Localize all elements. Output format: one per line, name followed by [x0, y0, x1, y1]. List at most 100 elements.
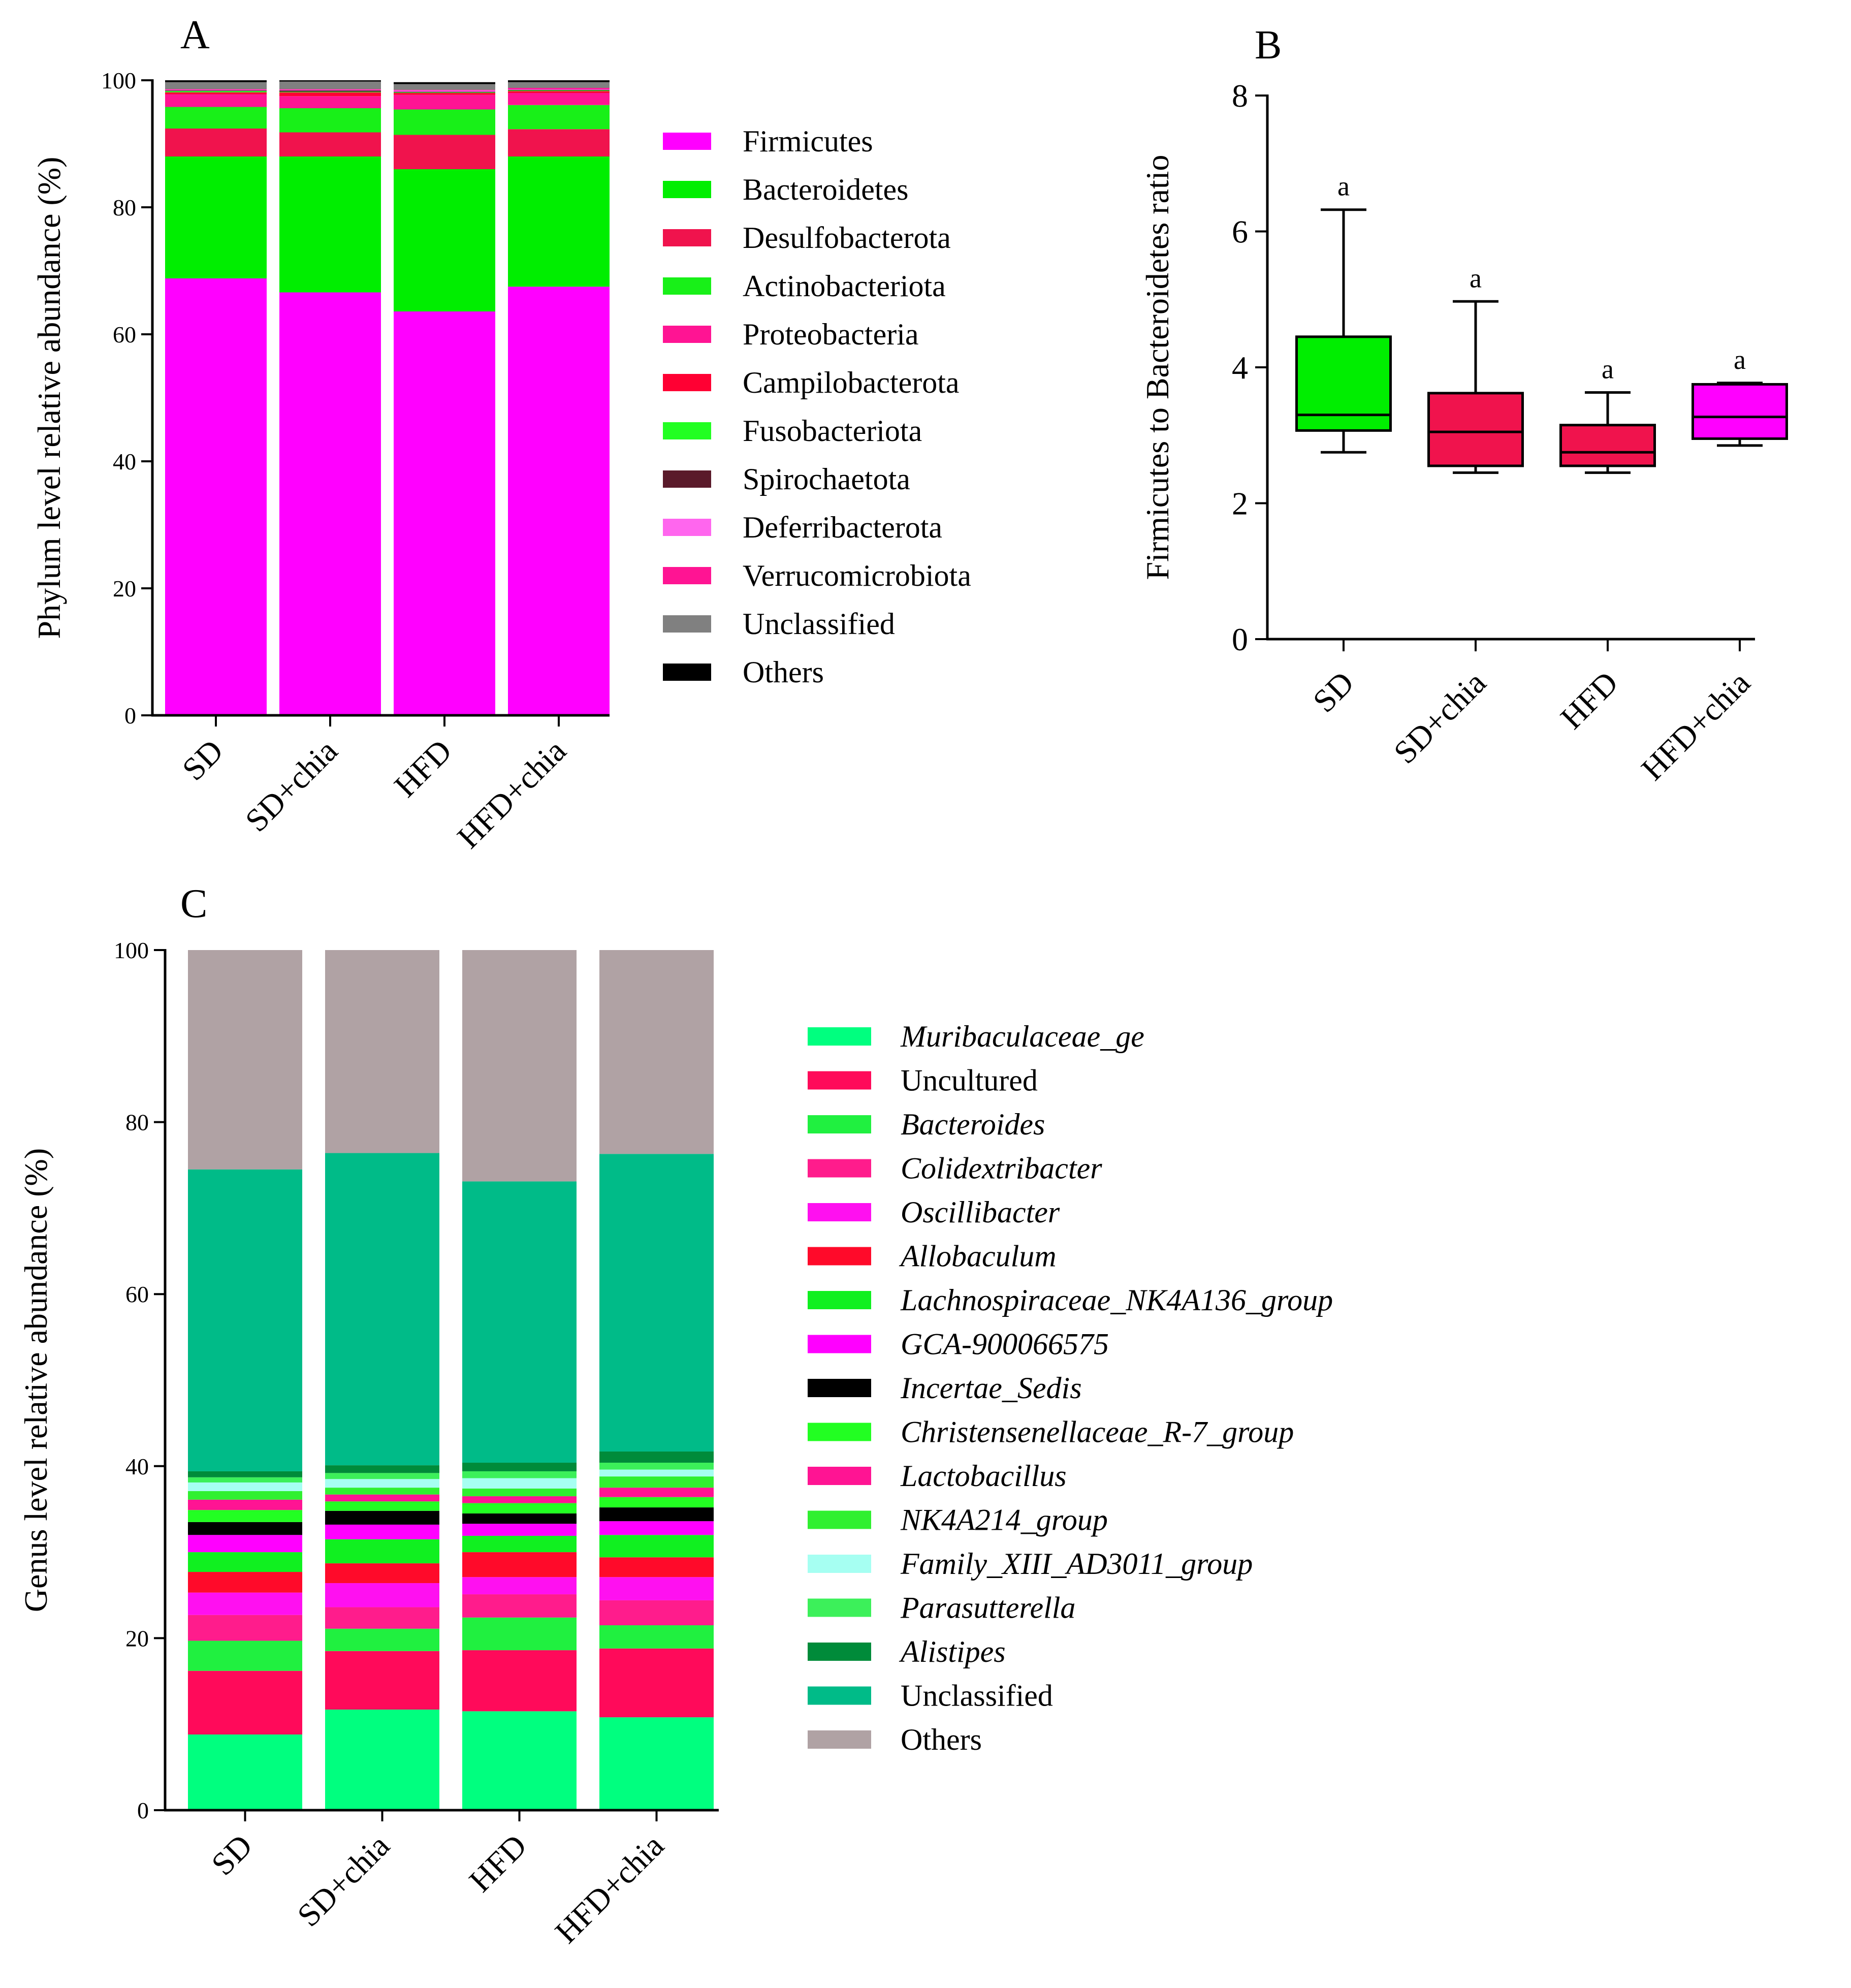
- legend-swatch-others: [663, 664, 711, 681]
- bar-segment-hfd-chia-others: [599, 950, 714, 1154]
- bar-segment-sd-chia-unclassified: [325, 1153, 439, 1466]
- significance-label-sd: a: [1337, 171, 1350, 202]
- bar-segment-sd-chia-firmicutes: [279, 292, 381, 715]
- bar-segment-sd-chia-proteobacteria: [279, 96, 381, 108]
- legend-label-unclassified: Unclassified: [901, 1679, 1053, 1713]
- legend-label-lactobacillus: Lactobacillus: [900, 1459, 1067, 1493]
- legend-swatch-actinobacteriota: [663, 277, 711, 295]
- bar-segment-hfd-chia-gca-900066575: [599, 1521, 714, 1535]
- y-tick-label: 40: [113, 449, 136, 475]
- bar-segment-sd-chia-christensenellaceae-r-7-group: [325, 1501, 439, 1511]
- x-tick-label-hfd: HFD: [1553, 665, 1625, 736]
- legend-swatch-unclassified: [808, 1686, 871, 1705]
- legend-swatch-fusobacteriota: [663, 422, 711, 439]
- legend-swatch-alistipes: [808, 1643, 871, 1661]
- bar-segment-hfd-chia-allobaculum: [599, 1557, 714, 1577]
- bar-segment-hfd-chia-unclassified: [599, 1154, 714, 1452]
- legend-label-colidextribacter: Colidextribacter: [901, 1152, 1102, 1185]
- legend-label-actinobacteriota: Actinobacteriota: [743, 269, 946, 303]
- bar-segment-sd-chia-oscillibacter: [325, 1583, 439, 1607]
- bar-segment-hfd-chia-deferribacterota: [508, 89, 610, 90]
- y-tick-label: 4: [1232, 350, 1248, 386]
- bar-segment-sd-bacteroides: [188, 1640, 302, 1671]
- legend-swatch-colidextribacter: [808, 1159, 871, 1178]
- bar-segment-hfd-alistipes: [462, 1463, 577, 1471]
- legend-swatch-christensenellaceae-r-7-group: [808, 1423, 871, 1441]
- x-tick-label-sd: SD: [1306, 665, 1361, 719]
- y-tick-label: 2: [1232, 486, 1248, 522]
- y-tick-label: 80: [125, 1110, 149, 1135]
- bar-segment-sd-allobaculum: [188, 1572, 302, 1593]
- legend-swatch-lactobacillus: [808, 1467, 871, 1485]
- bar-segment-hfd-nk4a214-group: [462, 1488, 577, 1497]
- bar-segment-hfd-chia-lachnospiraceae-nk4a136-group: [599, 1535, 714, 1558]
- bar-segment-hfd-chia-colidextribacter: [599, 1600, 714, 1626]
- bar-segment-sd-spirochaetota: [165, 90, 267, 91]
- legend-label-gca-900066575: GCA-900066575: [901, 1328, 1109, 1361]
- bar-segment-sd-unclassified: [188, 1169, 302, 1471]
- legend-label-spirochaetota: Spirochaetota: [743, 462, 910, 496]
- x-tick-label-sd: SD: [204, 1827, 259, 1882]
- legend-label-others: Others: [743, 655, 824, 689]
- bar-segment-sd-chia-bacteroides: [325, 1628, 439, 1651]
- bar-segment-hfd-allobaculum: [462, 1552, 577, 1577]
- bar-segment-sd-chia-uncultured: [325, 1651, 439, 1710]
- y-tick-label: 0: [124, 703, 136, 729]
- bar-segment-sd-family-xiii-ad3011-group: [188, 1482, 302, 1491]
- x-tick-label-hfd-chia: HFD+chia: [450, 733, 573, 856]
- box-sd-chia: [1427, 392, 1524, 467]
- bar-segment-hfd-chia-actinobacteriota: [508, 105, 610, 130]
- legend-swatch-verrucomicrobiota: [663, 567, 711, 584]
- bar-segment-hfd-chia-fusobacteriota: [508, 90, 610, 91]
- significance-label-hfd: a: [1602, 354, 1614, 384]
- legend-label-muribaculaceae-ge: Muribaculaceae_ge: [900, 1020, 1144, 1053]
- bar-segment-hfd-incertae-sedis: [462, 1513, 577, 1524]
- bar-segment-sd-nk4a214-group: [188, 1491, 302, 1500]
- bar-segment-sd-lachnospiraceae-nk4a136-group: [188, 1552, 302, 1572]
- bar-segment-sd-parasutterella: [188, 1477, 302, 1482]
- y-tick-label: 60: [125, 1281, 149, 1307]
- legend-label-unclassified: Unclassified: [743, 607, 895, 641]
- legend-swatch-gca-900066575: [808, 1335, 871, 1353]
- y-axis-title: Genus level relative abundance (%): [18, 1148, 54, 1612]
- bar-segment-sd-chia-gca-900066575: [325, 1524, 439, 1539]
- x-tick-label-sd: SD: [175, 733, 230, 787]
- bar-segment-hfd-lachnospiraceae-nk4a136-group: [462, 1535, 577, 1553]
- bar-segment-hfd-chia-others: [508, 80, 610, 82]
- legend-label-christensenellaceae-r-7-group: Christensenellaceae_R-7_group: [901, 1415, 1294, 1449]
- bar-segment-hfd-colidextribacter: [462, 1594, 577, 1618]
- bar-segment-sd-uncultured: [188, 1670, 302, 1735]
- bar-segment-hfd-chia-uncultured: [599, 1648, 714, 1718]
- bar-segment-hfd-chia-family-xiii-ad3011-group: [599, 1469, 714, 1477]
- bar-segment-hfd-family-xiii-ad3011-group: [462, 1478, 577, 1489]
- bar-segment-hfd-chia-muribaculaceae-ge: [599, 1717, 714, 1810]
- bar-segment-hfd-chia-unclassified: [508, 82, 610, 88]
- panel-label-a: A: [180, 13, 210, 57]
- legend-swatch-nk4a214-group: [808, 1510, 871, 1529]
- legend-swatch-parasutterella: [808, 1598, 871, 1617]
- y-tick-label: 40: [125, 1454, 149, 1479]
- bar-segment-hfd-chia-lactobacillus: [599, 1488, 714, 1497]
- bar-segment-sd-chia-muribaculaceae-ge: [325, 1709, 439, 1810]
- bar-segment-sd-fusobacteriota: [165, 91, 267, 92]
- legend-swatch-spirochaetota: [663, 470, 711, 488]
- bar-segment-sd-chia-lachnospiraceae-nk4a136-group: [325, 1539, 439, 1564]
- bar-segment-sd-actinobacteriota: [165, 107, 267, 129]
- x-tick-label-hfd-chia: HFD+chia: [548, 1827, 671, 1950]
- legend-label-deferribacterota: Deferribacterota: [743, 511, 942, 544]
- legend-swatch-oscillibacter: [808, 1203, 871, 1221]
- bar-segment-hfd-chia-proteobacteria: [508, 93, 610, 105]
- bar-segment-sd-bacteroidetes: [165, 156, 267, 278]
- legend-swatch-deferribacterota: [663, 519, 711, 536]
- bar-segment-hfd-chia-christensenellaceae-r-7-group: [599, 1497, 714, 1508]
- y-tick-label: 20: [113, 576, 136, 602]
- panel-label-c: C: [180, 881, 207, 926]
- bar-segment-sd-chia-campilobacterota: [279, 92, 381, 97]
- bar-segment-sd-chia-unclassified: [279, 81, 381, 89]
- bar-segment-hfd-bacteroides: [462, 1617, 577, 1651]
- bar-segment-hfd-chia-verrucomicrobiota: [508, 88, 610, 89]
- y-tick-label: 0: [1232, 621, 1248, 657]
- bar-segment-sd-chia-spirochaetota: [279, 90, 381, 92]
